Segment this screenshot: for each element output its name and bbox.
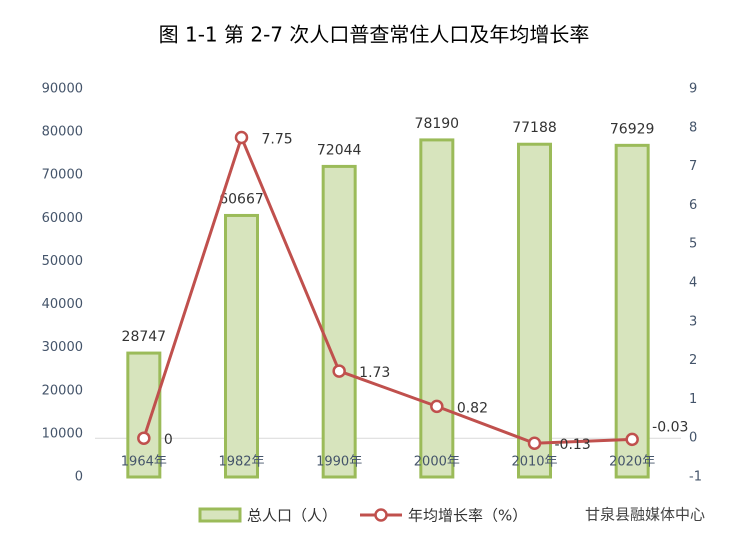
y2-tick-label: 4: [689, 276, 697, 291]
legend-label: 年均增长率（%）: [408, 507, 527, 525]
legend-label: 总人口（人）: [247, 507, 337, 525]
growth-marker: [430, 399, 444, 414]
y-tick-label: 30000: [42, 340, 83, 355]
y2-tick-label: 0: [689, 431, 697, 446]
growth-value-label: 0.82: [457, 400, 488, 416]
bar: [224, 213, 259, 479]
y2-tick-label: 5: [689, 237, 697, 252]
y2-tick-label: 1: [689, 392, 697, 407]
chart-title: 图 1-1 第 2-7 次人口普查常住人口及年均增长率: [159, 23, 590, 47]
growth-value-label: -0.13: [555, 437, 591, 453]
x-tick-label: 1964年: [121, 455, 167, 470]
y2-tick-label: 6: [689, 198, 697, 213]
bar-value-label: 60667: [219, 191, 264, 207]
bar-value-label: 28747: [122, 329, 167, 345]
growth-value-label: 1.73: [359, 365, 390, 381]
growth-marker: [137, 431, 151, 445]
y-tick-label: 0: [75, 470, 83, 485]
y-tick-label: 70000: [42, 168, 83, 183]
y-tick-label: 80000: [42, 125, 83, 140]
bar: [321, 164, 357, 479]
bar-value-label: 78190: [415, 116, 460, 132]
y2-tick-label: 8: [689, 120, 697, 135]
x-tick-label: 2010年: [511, 455, 557, 470]
y-tick-label: 50000: [42, 254, 83, 269]
bar-value-label: 76929: [610, 121, 655, 137]
bar-value-label: 77188: [512, 120, 557, 136]
x-tick-label: 2000年: [414, 455, 460, 470]
growth-marker: [234, 130, 249, 145]
growth-marker: [625, 432, 639, 447]
growth-value-label: 0: [164, 432, 173, 448]
bar: [517, 142, 552, 479]
y2-tick-label: 3: [689, 314, 697, 329]
y-tick-label: 20000: [42, 383, 83, 398]
bar: [126, 351, 162, 479]
growth-value-label: -0.03: [652, 419, 688, 435]
bar-value-label: 72044: [317, 142, 362, 158]
y-tick-label: 10000: [42, 426, 83, 441]
watermark: 甘泉县融媒体中心: [585, 506, 705, 524]
y2-tick-label: 7: [689, 159, 697, 174]
growth-value-label: 7.75: [262, 132, 293, 148]
bar: [614, 143, 650, 479]
y-tick-label: 90000: [42, 82, 83, 97]
y-tick-label: 40000: [42, 297, 83, 312]
y2-tick-label: -1: [689, 470, 702, 485]
growth-line: [142, 133, 633, 445]
growth-marker: [332, 364, 346, 378]
growth-marker: [527, 436, 542, 450]
legend-swatch: [198, 507, 242, 523]
bar: [419, 138, 455, 479]
y-tick-label: 60000: [42, 211, 83, 226]
x-tick-label: 1982年: [218, 455, 264, 470]
y2-tick-label: 9: [689, 82, 697, 97]
legend-marker: [374, 508, 388, 522]
y2-tick-label: 2: [689, 353, 697, 368]
x-tick-label: 2020年: [609, 455, 655, 470]
x-tick-label: 1990年: [316, 455, 362, 470]
